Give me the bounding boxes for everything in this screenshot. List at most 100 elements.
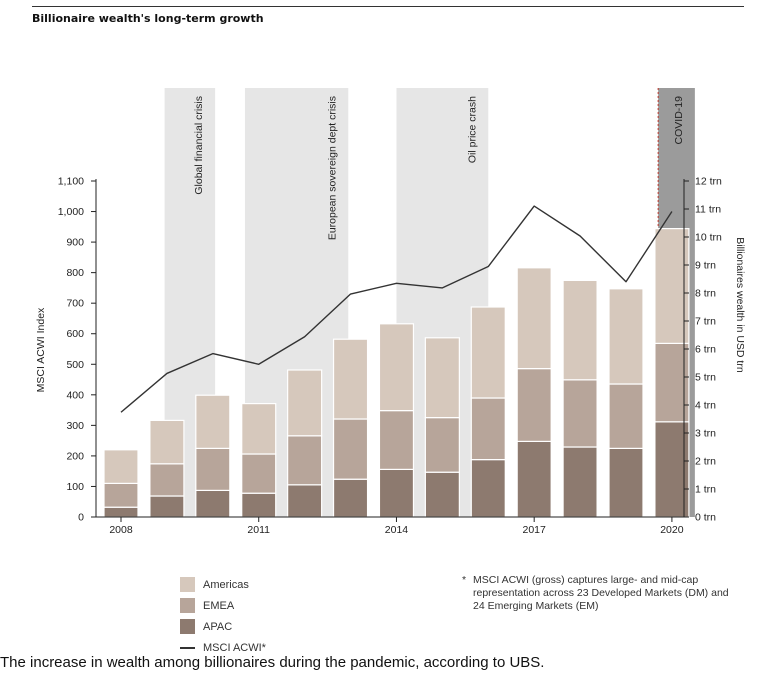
bar-americas-2008 <box>103 449 139 484</box>
legend-label-americas: Americas <box>203 578 249 591</box>
left-tick-label-1000: 1,000 <box>58 206 84 218</box>
right-tick-label-5: 5 trn <box>695 372 716 384</box>
legend: Americas EMEA APAC MSCI ACWI* <box>180 574 266 658</box>
band-label-oil-price-crash: Oil price crash <box>466 96 478 163</box>
left-tick-label-700: 700 <box>66 298 84 310</box>
right-tick-label-11: 11 trn <box>695 204 721 216</box>
legend-label-apac: APAC <box>203 620 233 633</box>
bar-emea-2011 <box>241 453 277 494</box>
bar-apac-2020 <box>654 421 690 518</box>
bar-apac-2010 <box>195 489 231 518</box>
bar-emea-2015 <box>424 417 460 473</box>
legend-item-msci: MSCI ACWI* <box>180 637 266 658</box>
x-tick-label-2008: 2008 <box>109 524 133 536</box>
legend-item-apac: APAC <box>180 616 266 637</box>
left-axis-title: MSCI ACWI Index <box>35 307 47 392</box>
bar-americas-2018 <box>562 279 598 381</box>
chart-area: 0 100 200 300 400 500 600 700 800 900 1,000 1,100 0 … <box>35 88 746 537</box>
image-caption: The increase in wealth among billionaire… <box>0 654 545 671</box>
bar-apac-2019 <box>608 447 644 518</box>
footnote-text: MSCI ACWI (gross) captures large- and mi… <box>473 574 729 612</box>
right-tick-label-0: 0 trn <box>695 512 716 524</box>
bar-americas-2016 <box>470 306 506 399</box>
left-tick-label-1100: 1,100 <box>58 176 84 188</box>
right-tick-label-9: 9 trn <box>695 260 716 272</box>
left-tick-label-300: 300 <box>66 420 84 432</box>
legend-item-emea: EMEA <box>180 595 266 616</box>
axes: 0 100 200 300 400 500 600 700 800 900 1,000 1,100 0 … <box>35 176 746 537</box>
bar-emea-2017 <box>516 368 552 443</box>
bar-emea-2009 <box>149 463 185 497</box>
legend-label-emea: EMEA <box>203 599 235 612</box>
msci-line-group <box>120 205 673 413</box>
legend-swatch-apac <box>180 619 195 634</box>
bar-americas-2011 <box>241 403 277 455</box>
band-label-global-financial-crisis: Global financial crisis <box>193 96 205 195</box>
bar-americas-2010 <box>195 394 231 450</box>
bar-apac-2009 <box>149 495 185 518</box>
bar-emea-2012 <box>287 435 323 486</box>
legend-item-americas: Americas <box>180 574 266 595</box>
bar-emea-2018 <box>562 379 598 448</box>
left-tick-label-500: 500 <box>66 359 84 371</box>
x-tick-label-2011: 2011 <box>247 524 270 536</box>
bar-apac-2015 <box>424 471 460 518</box>
msci-acwi-line <box>120 205 673 413</box>
bar-emea-2016 <box>470 397 506 461</box>
right-tick-label-2: 2 trn <box>695 456 716 468</box>
bar-emea-2008 <box>103 482 139 508</box>
bar-emea-2019 <box>608 383 644 450</box>
bar-apac-2013 <box>332 478 369 518</box>
bar-emea-2014 <box>378 410 415 471</box>
legend-swatch-msci <box>180 646 195 649</box>
right-tick-label-12: 12 trn <box>695 176 722 188</box>
legend-swatch-americas <box>180 577 195 592</box>
right-axis-title: Billionaires wealth in USD trn <box>734 237 746 373</box>
left-tick-label-400: 400 <box>66 389 84 401</box>
right-tick-label-10: 10 trn <box>695 232 722 244</box>
footnote-marker: * <box>462 574 467 586</box>
chart-title: Billionaire wealth's long-term growth <box>32 12 264 25</box>
bar-americas-2012 <box>287 369 323 437</box>
bar-emea-2013 <box>332 418 369 480</box>
footnote: * MSCI ACWI (gross) captures large- and … <box>462 574 742 613</box>
bars <box>103 228 690 518</box>
annotation-labels: Global financial crisis European sovereig… <box>193 96 685 240</box>
bar-apac-2011 <box>241 492 277 518</box>
bar-americas-2009 <box>149 419 185 465</box>
bar-apac-2016 <box>470 459 506 518</box>
left-tick-label-100: 100 <box>66 481 84 493</box>
bar-americas-2019 <box>608 288 644 385</box>
right-tick-label-1: 1 trn <box>695 484 716 496</box>
bar-americas-2013 <box>332 338 369 420</box>
bar-americas-2020 <box>654 228 690 345</box>
bar-apac-2017 <box>516 440 552 518</box>
bar-americas-2015 <box>424 337 460 419</box>
bar-emea-2010 <box>195 447 231 491</box>
x-tick-label-2014: 2014 <box>385 524 409 536</box>
right-tick-label-8: 8 trn <box>695 288 716 300</box>
left-tick-label-800: 800 <box>66 267 84 279</box>
right-tick-label-7: 7 trn <box>695 316 716 328</box>
bar-americas-2014 <box>378 323 415 412</box>
legend-label-msci: MSCI ACWI* <box>203 641 266 654</box>
band-label-european-sovereign-dept-crisis: European sovereign dept crisis <box>326 96 338 240</box>
left-tick-label-200: 200 <box>66 450 84 462</box>
left-tick-label-0: 0 <box>78 512 84 524</box>
left-tick-label-600: 600 <box>66 328 84 340</box>
left-tick-label-900: 900 <box>66 237 84 249</box>
bar-apac-2014 <box>378 468 415 518</box>
band-label-covid-19: COVID-19 <box>673 96 685 145</box>
legend-swatch-emea <box>180 598 195 613</box>
bar-emea-2020 <box>654 342 690 423</box>
right-tick-label-4: 4 trn <box>695 400 716 412</box>
right-tick-label-3: 3 trn <box>695 428 716 440</box>
bar-americas-2017 <box>516 267 552 370</box>
x-tick-label-2017: 2017 <box>523 524 547 536</box>
top-rule <box>32 6 744 7</box>
bar-apac-2008 <box>103 506 139 518</box>
x-tick-label-2020: 2020 <box>660 524 684 536</box>
right-tick-label-6: 6 trn <box>695 344 716 356</box>
bar-apac-2018 <box>562 446 598 518</box>
bar-apac-2012 <box>287 484 323 518</box>
